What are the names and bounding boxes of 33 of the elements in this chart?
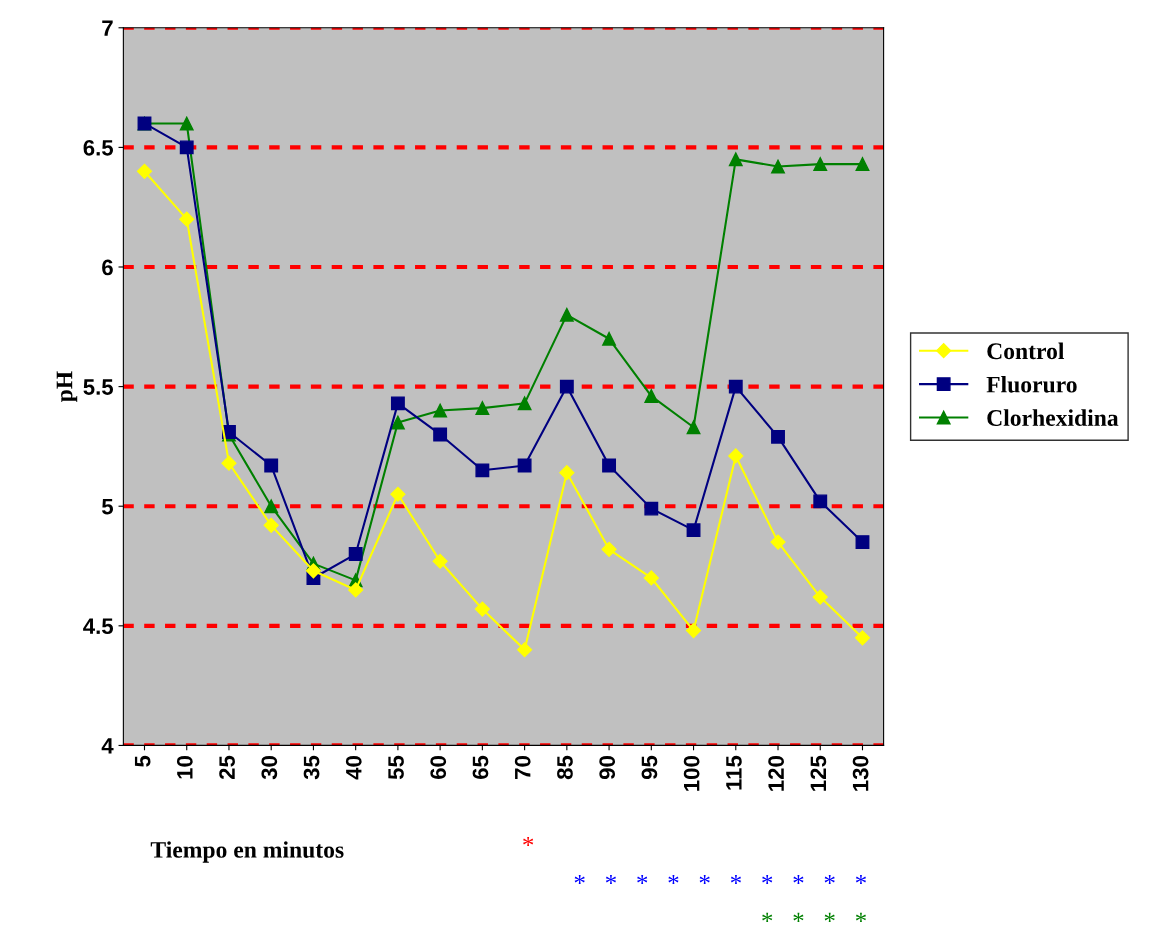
x-tick-label: 60 bbox=[430, 756, 447, 780]
y-tick-label: 7 bbox=[102, 20, 113, 36]
y-tick-label: 6 bbox=[102, 259, 113, 276]
y-tick-label: 4.5 bbox=[83, 618, 114, 635]
text: * * * * * * * * * * bbox=[574, 874, 866, 885]
x-tick-label: 30 bbox=[261, 756, 278, 780]
legend-label: Fluoruro bbox=[986, 375, 1077, 393]
x-tick-label: 100 bbox=[683, 756, 700, 791]
x-tick-label: 55 bbox=[388, 755, 404, 780]
x-tick-label: 90 bbox=[599, 756, 616, 780]
y-tick-label: 5 bbox=[101, 498, 114, 515]
legend-label: Clorhexidina bbox=[987, 409, 1119, 426]
y-axis-title: pH bbox=[56, 371, 78, 403]
x-tick-label: 125 bbox=[810, 755, 827, 791]
text: * bbox=[523, 836, 534, 847]
x-tick-label: 85 bbox=[557, 755, 573, 780]
x-tick-label: 40 bbox=[345, 756, 362, 780]
y-tick-label: 6.5 bbox=[83, 139, 114, 156]
x-tick-label: 120 bbox=[768, 756, 784, 791]
y-tick-label: 5.5 bbox=[83, 379, 114, 395]
x-tick-label: 5 bbox=[134, 755, 151, 767]
text: * * * * bbox=[762, 912, 866, 923]
x-tick-label: 95 bbox=[641, 755, 658, 780]
x-tick-label: 70 bbox=[514, 756, 531, 779]
x-tick-label: 130 bbox=[852, 756, 869, 791]
x-tick-label: 65 bbox=[472, 755, 489, 780]
x-tick-label: 115 bbox=[726, 755, 742, 790]
legend-label: Control bbox=[987, 342, 1065, 360]
x-tick-label: 35 bbox=[303, 755, 320, 780]
x-tick-label: 25 bbox=[219, 755, 235, 780]
x-tick-label: 10 bbox=[176, 756, 193, 779]
y-tick-label: 4 bbox=[101, 738, 114, 754]
x-axis-title: Tiempo en minutos bbox=[150, 841, 344, 863]
